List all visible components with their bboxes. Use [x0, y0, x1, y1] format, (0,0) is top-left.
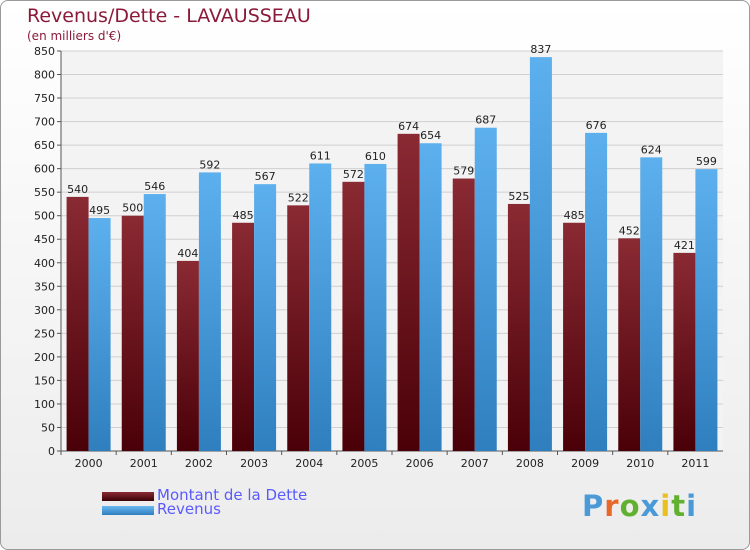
logo-letter: i [686, 489, 698, 523]
data-label-dette: 525 [508, 190, 529, 203]
y-tick-label: 400 [34, 257, 55, 270]
x-tick-label: 2011 [681, 457, 709, 470]
bar-revenus [364, 163, 387, 452]
bar-dette [342, 181, 365, 451]
data-label-dette: 452 [619, 224, 640, 237]
data-label-revenus: 610 [365, 150, 386, 163]
y-tick-label: 750 [34, 92, 55, 105]
data-label-revenus: 611 [310, 149, 331, 162]
x-tick-label: 2010 [626, 457, 654, 470]
y-tick-label: 850 [34, 45, 55, 58]
bar-dette [618, 238, 641, 451]
data-label-dette: 579 [453, 165, 474, 178]
bar-revenus [585, 132, 608, 451]
logo-letter: x [640, 489, 661, 523]
x-tick-label: 2004 [295, 457, 323, 470]
bar-revenus [198, 172, 221, 452]
data-label-dette: 674 [398, 120, 419, 133]
data-label-dette: 404 [177, 247, 198, 260]
x-tick-label: 2009 [571, 457, 599, 470]
y-tick-label: 200 [34, 351, 55, 364]
y-tick-label: 650 [34, 139, 55, 152]
x-tick-label: 2008 [516, 457, 544, 470]
y-tick-label: 550 [34, 186, 55, 199]
legend-label-dette: Montant de la Dette [157, 486, 308, 504]
data-label-revenus: 676 [586, 119, 607, 132]
y-tick-label: 450 [34, 233, 55, 246]
y-tick-label: 150 [34, 374, 55, 387]
x-tick-label: 2006 [406, 457, 434, 470]
bar-revenus [695, 169, 718, 451]
data-label-dette: 572 [343, 168, 364, 181]
bar-revenus [143, 194, 166, 451]
bar-revenus [88, 218, 111, 451]
y-tick-label: 250 [34, 327, 55, 340]
bar-revenus [309, 163, 332, 451]
chart-subtitle: (en milliers d'€) [27, 29, 122, 43]
bar-dette [176, 260, 199, 451]
legend-swatch-dette [102, 492, 154, 501]
data-label-revenus: 654 [420, 129, 441, 142]
y-tick-label: 0 [48, 445, 55, 458]
y-tick-label: 800 [34, 69, 55, 82]
data-label-revenus: 495 [89, 204, 110, 217]
bar-dette [507, 203, 530, 451]
logo-letter: r [604, 489, 620, 523]
data-label-revenus: 592 [199, 158, 220, 171]
x-tick-label: 2007 [461, 457, 489, 470]
chart-title: Revenus/Dette - LAVAUSSEAU [27, 5, 311, 27]
data-label-dette: 540 [67, 183, 88, 196]
bar-dette [287, 205, 310, 451]
data-label-dette: 500 [122, 202, 143, 215]
x-tick-label: 2001 [130, 457, 158, 470]
data-label-dette: 421 [674, 239, 695, 252]
x-tick-label: 2000 [75, 457, 103, 470]
y-tick-label: 50 [41, 421, 55, 434]
bar-dette [232, 222, 255, 451]
bar-dette [397, 133, 420, 451]
plot-area [61, 51, 723, 451]
proxiti-logo: Proxiti [582, 489, 697, 523]
y-tick-label: 100 [34, 398, 55, 411]
bar-revenus [474, 127, 497, 452]
bar-revenus [419, 143, 442, 451]
data-label-revenus: 687 [475, 114, 496, 127]
data-label-revenus: 624 [641, 143, 662, 156]
y-tick-label: 500 [34, 210, 55, 223]
y-tick-label: 300 [34, 304, 55, 317]
y-tick-label: 350 [34, 280, 55, 293]
data-label-revenus: 837 [530, 43, 551, 56]
bar-dette [66, 196, 89, 451]
y-tick-label: 700 [34, 116, 55, 129]
logo-letter: o [619, 489, 641, 523]
logo-letter: t [671, 489, 687, 523]
bar-revenus [254, 184, 277, 452]
bar-dette [673, 252, 696, 451]
data-label-dette: 522 [288, 191, 309, 204]
x-tick-label: 2005 [350, 457, 378, 470]
legend-swatch-revenus [102, 506, 154, 515]
bar-dette [452, 178, 475, 451]
data-label-revenus: 567 [255, 170, 276, 183]
logo-letter: i [660, 489, 672, 523]
data-label-revenus: 546 [144, 180, 165, 193]
data-label-dette: 485 [564, 209, 585, 222]
data-label-revenus: 599 [696, 155, 717, 168]
x-tick-label: 2003 [240, 457, 268, 470]
x-tick-label: 2002 [185, 457, 213, 470]
bar-dette [121, 215, 144, 451]
logo-letter: P [582, 489, 605, 523]
bar-dette [563, 222, 586, 451]
legend-label-revenus: Revenus [157, 500, 221, 518]
y-tick-label: 600 [34, 163, 55, 176]
bar-revenus [640, 157, 663, 451]
data-label-dette: 485 [233, 209, 254, 222]
bar-revenus [529, 57, 552, 451]
